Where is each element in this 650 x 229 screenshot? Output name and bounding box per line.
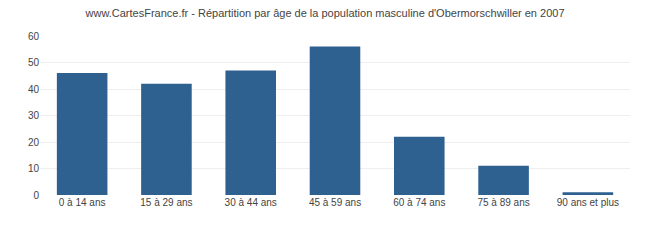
svg-text:15 à 29 ans: 15 à 29 ans bbox=[140, 197, 192, 208]
svg-text:30 à 44 ans: 30 à 44 ans bbox=[225, 197, 277, 208]
svg-text:30: 30 bbox=[28, 110, 40, 121]
svg-text:www.CartesFrance.fr - Répartit: www.CartesFrance.fr - Répartition par âg… bbox=[85, 7, 565, 19]
svg-text:0 à 14 ans: 0 à 14 ans bbox=[59, 197, 106, 208]
svg-text:45 à 59 ans: 45 à 59 ans bbox=[309, 197, 361, 208]
svg-text:40: 40 bbox=[28, 84, 40, 95]
svg-text:60: 60 bbox=[28, 31, 40, 42]
svg-text:75 à 89 ans: 75 à 89 ans bbox=[477, 197, 529, 208]
svg-text:20: 20 bbox=[28, 137, 40, 148]
svg-text:90 ans et plus: 90 ans et plus bbox=[557, 197, 619, 208]
svg-text:10: 10 bbox=[28, 163, 40, 174]
svg-text:50: 50 bbox=[28, 57, 40, 68]
svg-text:60 à 74 ans: 60 à 74 ans bbox=[393, 197, 445, 208]
svg-text:0: 0 bbox=[33, 190, 39, 201]
